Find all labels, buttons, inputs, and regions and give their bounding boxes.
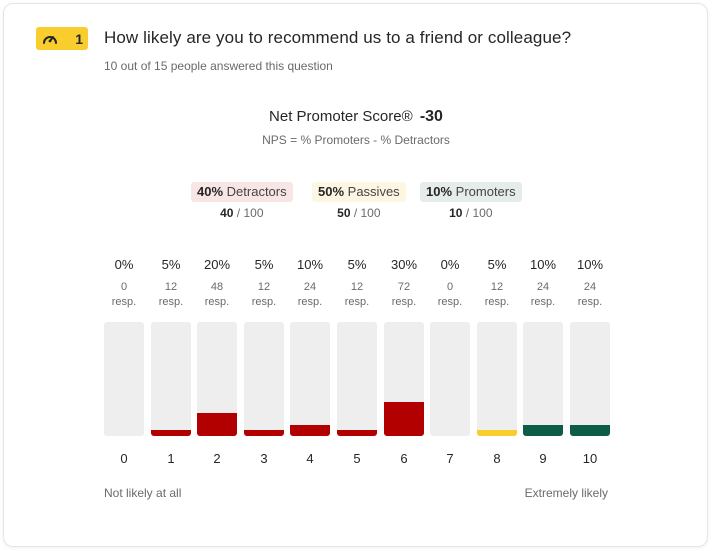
bar-response-unit: resp. [251,296,277,308]
bar-fill [384,402,424,436]
bar-response-count: 24 [536,281,550,293]
bar-response-unit: resp. [111,296,137,308]
bar-response-unit: resp. [391,296,417,308]
bar-response-unit: resp. [344,296,370,308]
bar-fill [337,430,377,436]
passives-percent: 50% [318,184,345,199]
bar-response-unit: resp. [297,296,323,308]
promoters-pill: 10% Promoters [420,182,522,202]
promoters-percent: 10% [426,184,453,199]
x-tick-label: 0 [120,451,128,466]
bar-fill [570,425,610,436]
x-tick-label: 5 [353,451,361,466]
detractors-count-value: 40 [220,206,234,220]
bar-percent-label: 0% [440,257,460,272]
x-tick-label: 8 [493,451,501,466]
bar-track [290,322,330,436]
bar-track [570,322,610,436]
bar-percent-label: 5% [161,257,181,272]
passives-pill: 50% Passives [312,182,406,202]
x-tick-label: 6 [400,451,408,466]
bar-response-unit: resp. [437,296,463,308]
bar-response-count: 12 [350,281,364,293]
bar-fill [523,425,563,436]
nps-heading: Net Promoter Score® -30 [0,108,712,126]
promoters-count-value: 10 [449,206,463,220]
x-tick-label: 7 [446,451,454,466]
bar-response-count: 12 [490,281,504,293]
bar-track [104,322,144,436]
detractors-pill: 40% Detractors [191,182,293,202]
bar-fill [151,430,191,436]
bar-response-unit: resp. [577,296,603,308]
bar-percent-label: 30% [390,257,418,272]
detractors-summary: 40% Detractors 40 / 100 [191,182,293,220]
passives-count-value: 50 [337,206,351,220]
promoters-summary: 10% Promoters 10 / 100 [420,182,522,220]
gauge-icon [43,35,57,44]
question-title: How likely are you to recommend us to a … [104,28,572,47]
promoters-count-total: / 100 [462,206,493,220]
bar-response-count: 48 [210,281,224,293]
bar-response-unit: resp. [158,296,184,308]
nps-score: -30 [419,108,443,125]
bar-track [430,322,470,436]
x-tick-label: 10 [582,451,598,466]
bar-response-count: 24 [303,281,317,293]
scale-anchor-high: Extremely likely [524,486,608,500]
passives-count-total: / 100 [350,206,381,220]
bar-response-count: 0 [446,281,454,293]
x-tick-label: 9 [539,451,547,466]
promoters-label: Promoters [455,184,516,199]
detractors-count: 40 / 100 [191,206,293,220]
question-badge: 1 [36,27,88,50]
bar-track [244,322,284,436]
passives-label: Passives [347,184,400,199]
question-card [3,3,708,547]
x-tick-label: 1 [167,451,175,466]
x-tick-label: 4 [306,451,314,466]
bar-track [151,322,191,436]
nps-label: Net Promoter Score® [269,108,413,125]
answered-count: 10 out of 15 people answered this questi… [104,59,333,73]
bar-track [477,322,517,436]
bar-percent-label: 5% [487,257,507,272]
bar-response-unit: resp. [204,296,230,308]
bar-response-count: 72 [397,281,411,293]
question-number: 1 [75,30,83,47]
bar-fill [477,430,517,436]
bar-fill [290,425,330,436]
bar-response-unit: resp. [530,296,556,308]
bar-percent-label: 5% [347,257,367,272]
bar-response-unit: resp. [484,296,510,308]
x-tick-label: 3 [260,451,268,466]
bar-track [523,322,563,436]
bar-fill [244,430,284,436]
bar-track [197,322,237,436]
bar-track [384,322,424,436]
passives-summary: 50% Passives 50 / 100 [312,182,406,220]
scale-anchor-low: Not likely at all [104,486,182,500]
passives-count: 50 / 100 [312,206,406,220]
promoters-count: 10 / 100 [420,206,522,220]
detractors-label: Detractors [226,184,287,199]
bar-percent-label: 5% [254,257,274,272]
x-tick-label: 2 [213,451,221,466]
bar-response-count: 0 [120,281,128,293]
detractors-percent: 40% [197,184,224,199]
bar-response-count: 12 [257,281,271,293]
bar-percent-label: 10% [296,257,324,272]
bar-response-count: 24 [583,281,597,293]
bar-percent-label: 10% [529,257,557,272]
bar-track [337,322,377,436]
bar-response-count: 12 [164,281,178,293]
nps-formula: NPS = % Promoters - % Detractors [262,133,450,147]
bar-percent-label: 20% [203,257,231,272]
bar-percent-label: 0% [114,257,134,272]
detractors-count-total: / 100 [233,206,264,220]
bar-fill [197,413,237,436]
bar-percent-label: 10% [576,257,604,272]
